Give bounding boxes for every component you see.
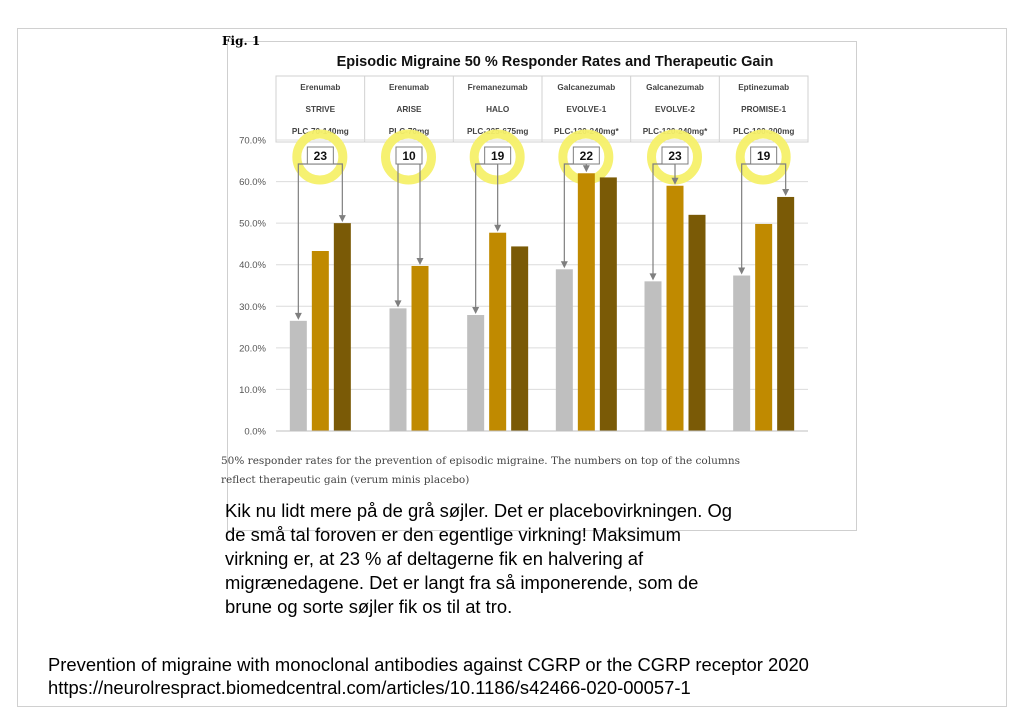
gain-label: 19 (491, 149, 505, 163)
placebo-bar (389, 308, 407, 431)
y-tick-label: 20.0% (239, 343, 266, 354)
figure-caption: 50% responder rates for the prevention o… (221, 452, 821, 490)
y-tick-label: 40.0% (239, 260, 266, 271)
reference-url[interactable]: https://neurolrespract.biomedcentral.com… (48, 677, 691, 698)
high-dose-bar (777, 196, 795, 431)
header-trial-label: EVOLVE-1 (566, 105, 606, 114)
gain-label: 10 (402, 149, 416, 163)
y-tick-label: 0.0% (244, 427, 266, 438)
header-drug-label: Galcanezumab (646, 83, 704, 92)
gain-arrowhead (338, 215, 346, 223)
placebo-bar (733, 275, 751, 431)
y-tick-label: 30.0% (239, 302, 266, 313)
gain-label-box (572, 146, 600, 165)
gain-arrowhead (738, 267, 746, 275)
placebo-bar (289, 320, 307, 431)
gain-arrowhead (560, 261, 568, 269)
gain-arrowhead (416, 257, 424, 265)
header-drug-label: Fremanezumab (468, 83, 528, 92)
low-dose-bar (411, 265, 429, 431)
low-dose-bar (311, 250, 329, 431)
gain-arrowhead (472, 307, 480, 315)
caption-line-2: reflect therapeutic gain (verum minis pl… (221, 474, 470, 486)
gain-highlight-ring (381, 129, 436, 185)
header-drug-label: Erenumab (389, 83, 429, 92)
gain-arrowhead (671, 177, 679, 185)
note-line-5: brune og sorte søjler fik os til at tro. (225, 596, 513, 617)
header-drug-label: Erenumab (300, 83, 340, 92)
note-line-3: virkning er, at 23 % af deltagerne fik e… (225, 548, 644, 569)
y-tick-label: 10.0% (239, 385, 266, 396)
header-trial-label: PROMISE-1 (741, 105, 786, 114)
gain-arrowhead (782, 188, 790, 196)
high-dose-bar (333, 223, 351, 431)
header-trial-label: HALO (486, 105, 510, 114)
gain-label: 23 (668, 149, 682, 163)
low-dose-bar (577, 173, 595, 431)
gain-label-box (750, 146, 778, 165)
reference: Prevention of migraine with monoclonal a… (48, 653, 1008, 699)
placebo-bar (644, 281, 662, 431)
gain-arrowhead (394, 300, 402, 308)
gain-highlight-ring (292, 129, 348, 185)
gain-label: 23 (314, 149, 328, 163)
gain-label: 22 (580, 149, 594, 163)
header-drug-label: Galcanezumab (557, 83, 615, 92)
reference-title: Prevention of migraine with monoclonal a… (48, 654, 809, 675)
caption-line-1: 50% responder rates for the prevention o… (221, 455, 740, 467)
gain-label-box (661, 146, 689, 165)
high-dose-bar (599, 177, 617, 431)
note-line-1: Kik nu lidt mere på de grå søjler. Det e… (225, 500, 733, 521)
placebo-bar (555, 269, 573, 431)
gain-label-box (395, 146, 423, 165)
gain-arrowhead (494, 224, 502, 232)
y-tick-label: 70.0% (239, 136, 266, 147)
header-drug-label: Eptinezumab (738, 83, 789, 92)
gain-arrowhead (649, 273, 657, 281)
y-tick-label: 50.0% (239, 219, 266, 230)
low-dose-bar (755, 223, 773, 431)
placebo-bar (467, 315, 485, 431)
y-tick-label: 60.0% (239, 177, 266, 188)
figure-label: Fig. 1 (222, 34, 261, 48)
header-trial-label: EVOLVE-2 (655, 105, 695, 114)
chart-title: Episodic Migraine 50 % Responder Rates a… (336, 54, 774, 70)
gain-label-box (484, 146, 512, 165)
low-dose-bar (489, 232, 507, 431)
low-dose-bar (666, 185, 684, 431)
high-dose-bar (511, 246, 529, 431)
commentary-text: Kik nu lidt mere på de grå søjler. Det e… (225, 499, 865, 619)
gain-label: 19 (757, 149, 771, 163)
header-trial-label: ARISE (396, 105, 422, 114)
gain-label-box (306, 146, 334, 165)
header-trial-label: STRIVE (306, 105, 336, 114)
high-dose-bar (688, 214, 706, 431)
gain-arrowhead (582, 165, 590, 173)
note-line-2: de små tal foroven er den egentlige virk… (225, 524, 681, 545)
note-line-4: migrænedagene. Det er langt fra så impon… (225, 572, 699, 593)
gain-highlight-ring (735, 129, 791, 185)
gain-arrowhead (294, 312, 302, 320)
